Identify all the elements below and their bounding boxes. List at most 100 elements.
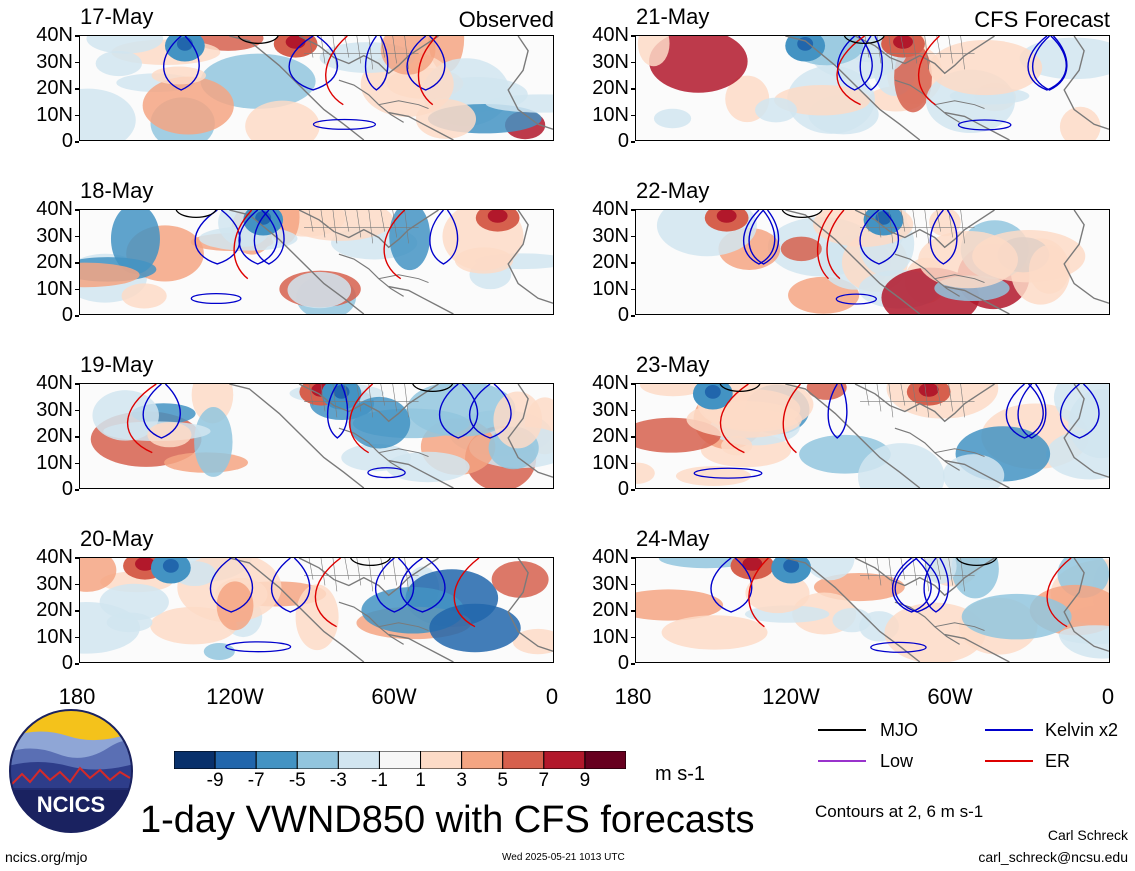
y-label: 20N [592,599,629,621]
y-tick [75,610,79,612]
y-tick [631,61,635,63]
y-tick [631,583,635,585]
y-tick [631,636,635,638]
legend-er-label: ER [1045,751,1071,771]
y-tick [75,61,79,63]
x-label-120w-right: 120W [762,684,820,709]
legend-low-label: Low [880,751,914,771]
y-tick [75,114,79,116]
colorbar-label: -1 [371,770,388,791]
y-label: 40N [592,546,629,568]
forecast-map-panel-3 [635,383,1110,489]
footer-author: Carl Schreck [1047,827,1128,843]
colorbar-swatch [214,750,257,770]
y-tick [631,315,635,317]
y-tick [75,583,79,585]
y-tick [75,35,79,37]
y-label: 10N [592,277,629,300]
y-label: 30N [592,224,629,247]
forecast-map-panel-1 [635,35,1110,141]
y-tick [75,235,79,237]
y-label: 10N [36,625,73,648]
y-tick [75,557,79,559]
y-tick [75,209,79,211]
colorbar-units: m s-1 [655,763,705,785]
ncics-logo: NCICS [8,708,134,834]
observed-label: Observed [458,7,554,32]
y-tick [631,141,635,143]
observed-map-panel-4 [79,557,554,663]
y-tick [75,315,79,317]
y-label: 20N [36,599,73,621]
colorbar-swatch [584,750,627,770]
y-tick [631,489,635,491]
colorbar-swatch [543,750,586,770]
panel-date-obs-1: 17-May [80,4,154,29]
y-label: 40N [592,372,629,394]
y-label: 0 [617,304,629,326]
y-label: 40N [36,24,73,46]
legend-kelvin: Kelvin x2 [985,720,1135,742]
y-tick [631,462,635,464]
x-label-0-left: 0 [545,684,559,709]
colorbar-swatch [420,750,463,770]
y-label: 30N [36,572,73,595]
colorbar-label: -7 [247,770,265,791]
footer-email[interactable]: carl_schreck@ncsu.edu [978,849,1128,865]
footer-url[interactable]: ncics.org/mjo [5,849,88,865]
y-label: 10N [592,451,629,474]
y-label: 20N [592,425,629,447]
y-label: 0 [61,478,73,500]
forecast-map-panel-2 [635,209,1110,315]
colorbar-swatch [255,750,298,770]
colorbar-label: -9 [206,770,224,791]
y-label: 40N [36,372,73,394]
y-label: 0 [61,652,73,674]
y-label: 30N [592,50,629,73]
colorbar-swatch [378,750,422,770]
legend-low: Low [818,751,968,773]
x-label-120w-left: 120W [206,684,264,709]
y-tick [631,610,635,612]
legend-er: ER [985,751,1135,773]
y-tick [631,663,635,665]
colorbar-label: 9 [579,770,591,791]
colorbar-label: -3 [329,770,347,791]
colorbar-swatch [337,750,380,770]
y-tick [75,489,79,491]
x-label-180-right: 180 [614,684,652,709]
y-label: 0 [617,478,629,500]
colorbar-label: 1 [415,770,426,791]
y-label: 30N [36,50,73,73]
observed-map-panel-2 [79,209,554,315]
legend-mjo: MJO [818,720,968,742]
colorbar [173,750,627,770]
contour-note: Contours at 2, 6 m s-1 [815,802,984,821]
y-tick [631,114,635,116]
colorbar-label: 5 [497,770,508,791]
y-tick [631,235,635,237]
y-label: 40N [36,546,73,568]
colorbar-swatch [461,750,504,770]
y-label: 0 [617,130,629,152]
forecast-label: CFS Forecast [974,7,1110,32]
y-tick [75,141,79,143]
x-label-60w-right: 60W [927,684,973,709]
colorbar-label: 3 [456,770,467,791]
panel-date-fcst-4: 24-May [636,526,710,551]
y-tick [631,383,635,385]
y-label: 20N [36,77,73,99]
y-tick [75,88,79,90]
y-tick [75,663,79,665]
y-tick [631,35,635,37]
footer-timestamp: Wed 2025-05-21 1013 UTC [502,852,625,863]
y-tick [75,288,79,290]
y-tick [631,436,635,438]
figure-title: 1-day VWND850 with CFS forecasts [140,799,755,841]
y-label: 40N [592,198,629,220]
y-tick [631,409,635,411]
observed-map-panel-1 [79,35,554,141]
y-tick [75,409,79,411]
panel-date-fcst-1: 21-May [636,4,710,29]
legend-mjo-label: MJO [880,720,918,740]
